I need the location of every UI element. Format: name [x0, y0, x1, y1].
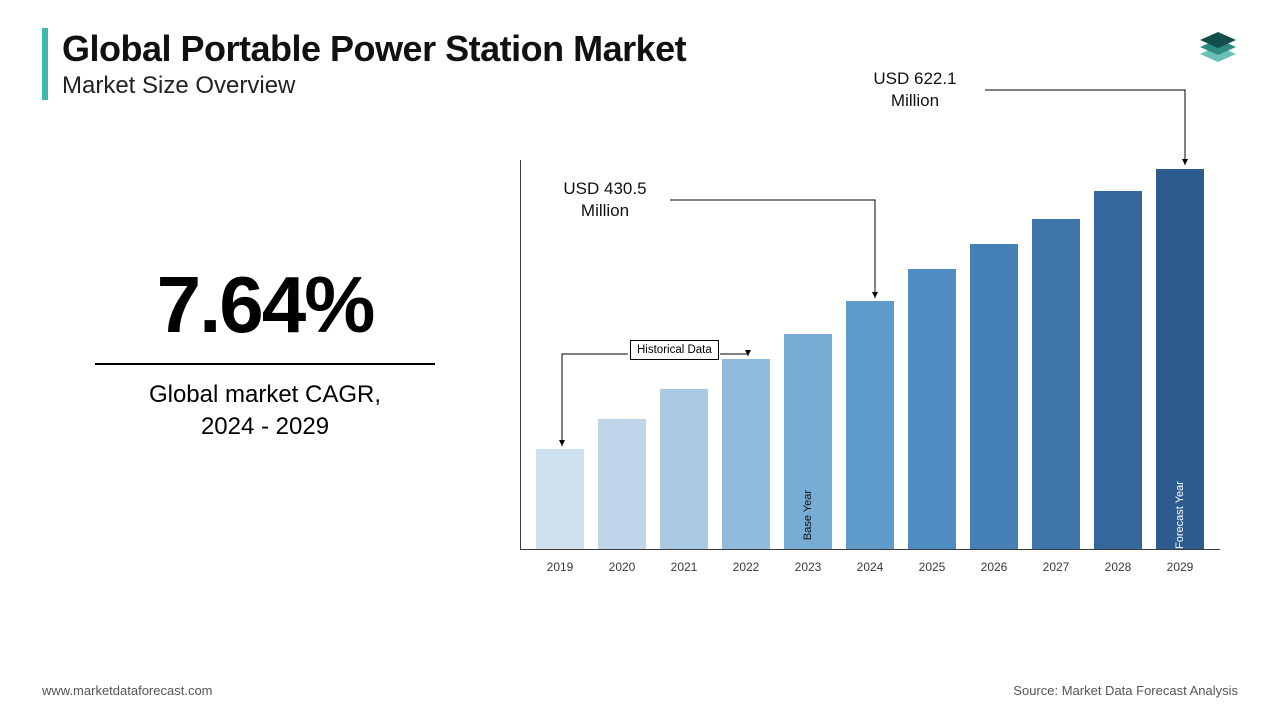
- cagr-label-line2: 2024 - 2029: [201, 413, 329, 440]
- x-tick-label: 2019: [536, 560, 584, 574]
- title-accent-bar: Global Portable Power Station Market Mar…: [42, 28, 1220, 100]
- callout-2029-value: USD 622.1 Million: [850, 68, 980, 112]
- divider: [95, 363, 435, 365]
- page-subtitle: Market Size Overview: [62, 72, 1220, 100]
- footer-url: www.marketdataforecast.com: [42, 683, 213, 698]
- x-tick-label: 2020: [598, 560, 646, 574]
- callout-2024-line1: USD 430.5: [563, 179, 646, 198]
- header: Global Portable Power Station Market Mar…: [42, 28, 1220, 100]
- cagr-block: 7.64% Global market CAGR, 2024 - 2029: [90, 265, 440, 444]
- x-axis-line: [520, 549, 1220, 550]
- bar-annotation-2023: Base Year: [802, 490, 814, 540]
- x-tick-label: 2022: [722, 560, 770, 574]
- cagr-label: Global market CAGR, 2024 - 2029: [90, 379, 440, 444]
- x-tick-label: 2026: [970, 560, 1018, 574]
- brand-logo-icon: [1190, 22, 1246, 78]
- cagr-label-line1: Global market CAGR,: [149, 381, 381, 408]
- page-title: Global Portable Power Station Market: [62, 28, 1220, 70]
- x-tick-label: 2025: [908, 560, 956, 574]
- x-axis-labels: 2019 2020 2021 2022 2023 2024 2025 2026 2027 2028…: [530, 560, 1220, 574]
- callout-2029-line2: Million: [891, 91, 939, 110]
- x-tick-label: 2021: [660, 560, 708, 574]
- x-tick-label: 2024: [846, 560, 894, 574]
- x-tick-label: 2023: [784, 560, 832, 574]
- footer: www.marketdataforecast.com Source: Marke…: [42, 683, 1238, 698]
- y-axis-line: [520, 160, 521, 550]
- callout-2029-line1: USD 622.1: [873, 69, 956, 88]
- x-tick-label: 2028: [1094, 560, 1142, 574]
- x-tick-label: 2029: [1156, 560, 1204, 574]
- callout-2024-line2: Million: [581, 201, 629, 220]
- footer-source: Source: Market Data Forecast Analysis: [1013, 683, 1238, 698]
- callout-2024-value: USD 430.5 Million: [540, 178, 670, 222]
- x-tick-label: 2027: [1032, 560, 1080, 574]
- historical-data-label: Historical Data: [630, 340, 719, 360]
- cagr-value: 7.64%: [90, 265, 440, 345]
- bar-annotation-2029: Forecast Year: [1174, 481, 1186, 549]
- bar-chart: Base YearForecast Year 20192020202120222…: [520, 160, 1220, 610]
